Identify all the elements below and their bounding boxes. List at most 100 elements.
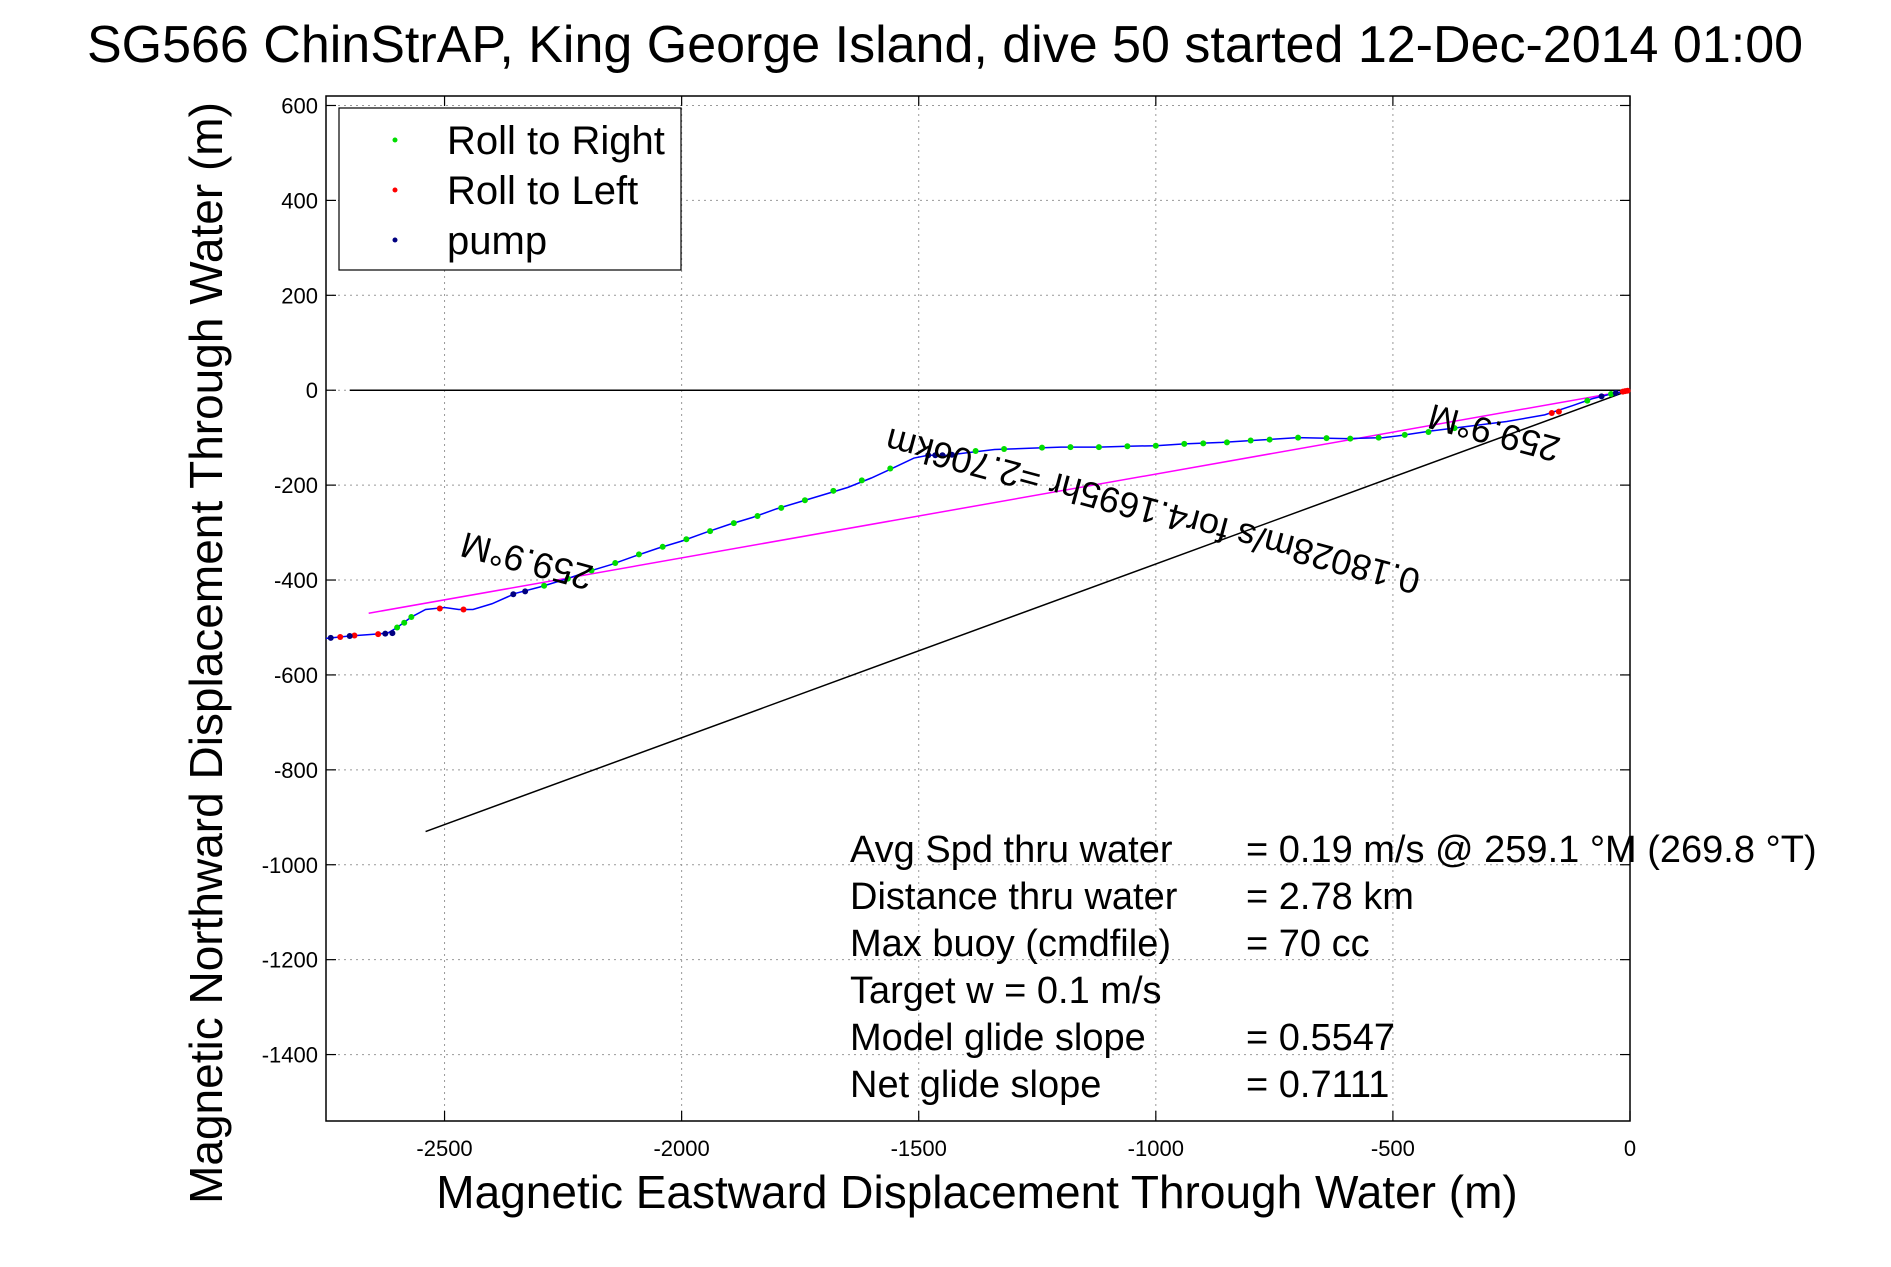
roll-right-point xyxy=(972,447,979,454)
stat-value: = 0.5547 xyxy=(1246,1017,1395,1059)
roll-right-point xyxy=(1200,440,1207,447)
y-tick-label: -1200 xyxy=(262,948,318,973)
roll-right-point xyxy=(1223,439,1230,446)
y-tick-label: -600 xyxy=(274,663,318,688)
roll-right-point xyxy=(612,559,619,566)
pump-point xyxy=(382,630,389,637)
roll-right-point xyxy=(1266,436,1273,443)
stat-label: Max buoy (cmdfile) xyxy=(850,923,1171,965)
chart-title: SG566 ChinStrAP, King George Island, div… xyxy=(87,16,1803,74)
pump-point xyxy=(932,452,939,459)
roll-right-point xyxy=(1347,435,1354,442)
y-tick-label: -1000 xyxy=(262,853,318,878)
roll-right-point xyxy=(730,520,737,527)
roll-right-point xyxy=(801,497,808,504)
roll-right-point xyxy=(541,582,548,589)
roll-right-point xyxy=(1295,434,1302,441)
roll-right-point xyxy=(1067,444,1074,451)
roll-right-point xyxy=(394,624,401,631)
roll-right-point xyxy=(1425,428,1432,435)
legend-entry-label: Roll to Left xyxy=(447,169,638,213)
pump-point xyxy=(1598,393,1605,400)
y-axis-label: Magnetic Northward Displacement Through … xyxy=(180,102,232,1204)
legend-marker xyxy=(392,237,398,243)
roll-right-point xyxy=(1181,440,1188,447)
roll-left-point xyxy=(460,606,467,613)
x-tick-label: -1000 xyxy=(1128,1136,1184,1161)
roll-right-point xyxy=(564,575,571,582)
roll-right-point xyxy=(754,512,761,519)
stat-label: Distance thru water xyxy=(850,876,1178,918)
pump-point xyxy=(389,630,396,637)
pump-point xyxy=(1612,390,1619,397)
glider-track-line xyxy=(325,389,1631,640)
pump-point xyxy=(925,452,932,459)
x-tick-label: -2500 xyxy=(416,1136,472,1161)
axes-frame xyxy=(325,95,1631,1122)
stat-label: Model glide slope xyxy=(850,1017,1146,1059)
roll-left-point xyxy=(375,631,382,638)
stat-value: = 0.7111 xyxy=(1246,1064,1389,1106)
x-tick-label: -2000 xyxy=(653,1136,709,1161)
pump-point xyxy=(522,588,529,595)
pump-point xyxy=(346,633,353,640)
roll-right-point xyxy=(887,465,894,472)
y-tick-label: -400 xyxy=(274,568,318,593)
roll-right-point xyxy=(659,543,666,550)
pump-point xyxy=(327,634,334,641)
legend: Roll to Right Roll to Left pump xyxy=(338,107,682,271)
roll-right-point xyxy=(635,551,642,558)
roll-left-point xyxy=(337,633,344,640)
roll-right-point xyxy=(401,619,408,626)
roll-right-point xyxy=(707,528,714,535)
roll-right-point xyxy=(1323,435,1330,442)
roll-right-point xyxy=(683,536,690,543)
stat-label: Target w = 0.1 m/s xyxy=(850,970,1162,1012)
y-tick-label: -200 xyxy=(274,473,318,498)
roll-right-point xyxy=(1401,431,1408,438)
pump-point xyxy=(948,451,955,458)
roll-left-point xyxy=(1619,388,1626,395)
roll-right-point xyxy=(1584,397,1591,404)
x-tick-label: -500 xyxy=(1371,1136,1415,1161)
y-tick-label: -800 xyxy=(274,758,318,783)
legend-marker xyxy=(392,187,398,193)
roll-left-point xyxy=(1555,408,1562,415)
y-tick-label: 200 xyxy=(281,283,318,308)
roll-left-point xyxy=(351,632,358,639)
y-tick-label: -1400 xyxy=(262,1043,318,1068)
roll-right-point xyxy=(408,614,415,621)
roll-right-point xyxy=(1152,442,1159,449)
stat-label: Avg Spd thru water xyxy=(850,829,1173,871)
y-tick-label: 400 xyxy=(281,188,318,213)
x-tick-label: -1500 xyxy=(891,1136,947,1161)
roll-left-point xyxy=(436,605,443,612)
stat-label: Net glide slope xyxy=(850,1064,1101,1106)
roll-right-point xyxy=(1039,444,1046,451)
roll-right-point xyxy=(1451,425,1458,432)
roll-right-point xyxy=(830,487,837,494)
x-tick-label: 0 xyxy=(1624,1136,1636,1161)
roll-right-point xyxy=(1608,391,1615,398)
stat-value: = 2.78 km xyxy=(1246,876,1414,918)
legend-marker xyxy=(392,137,398,143)
roll-right-point xyxy=(858,477,865,484)
reference-line xyxy=(368,389,1631,614)
stat-value: = 70 cc xyxy=(1246,923,1370,965)
roll-right-point xyxy=(1001,446,1008,453)
roll-right-point xyxy=(1124,443,1131,450)
roll-right-point xyxy=(588,567,595,574)
roll-right-point xyxy=(778,504,785,511)
roll-right-point xyxy=(1247,437,1254,444)
stat-value: = 0.19 m/s @ 259.1 °M (269.8 °T) xyxy=(1246,829,1817,871)
legend-entry-label: Roll to Right xyxy=(447,119,665,163)
pump-point xyxy=(939,452,946,459)
pump-point xyxy=(510,591,517,598)
roll-left-point xyxy=(1548,409,1555,416)
x-axis-label: Magnetic Eastward Displacement Through W… xyxy=(436,1166,1517,1218)
roll-right-point xyxy=(1095,444,1102,451)
legend-entry-label: pump xyxy=(447,219,547,263)
y-tick-label: 600 xyxy=(281,93,318,118)
